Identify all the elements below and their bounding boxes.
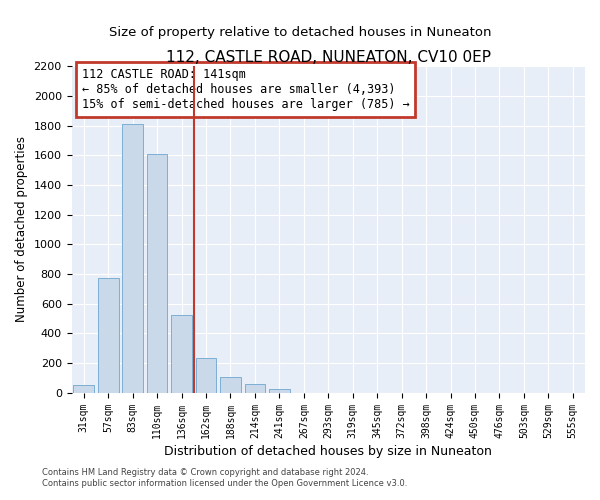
Title: 112, CASTLE ROAD, NUNEATON, CV10 0EP: 112, CASTLE ROAD, NUNEATON, CV10 0EP [166, 50, 491, 65]
X-axis label: Distribution of detached houses by size in Nuneaton: Distribution of detached houses by size … [164, 444, 492, 458]
Bar [73, 385, 94, 392]
Bar [122, 124, 143, 392]
Bar [98, 278, 119, 392]
Text: 112 CASTLE ROAD: 141sqm
← 85% of detached houses are smaller (4,393)
15% of semi: 112 CASTLE ROAD: 141sqm ← 85% of detache… [82, 68, 410, 111]
Y-axis label: Number of detached properties: Number of detached properties [15, 136, 28, 322]
Text: Size of property relative to detached houses in Nuneaton: Size of property relative to detached ho… [109, 26, 491, 39]
Bar [269, 389, 290, 392]
Bar [147, 154, 167, 392]
Bar [196, 358, 217, 392]
Bar [245, 384, 265, 392]
Bar [171, 316, 192, 392]
Text: Contains HM Land Registry data © Crown copyright and database right 2024.
Contai: Contains HM Land Registry data © Crown c… [42, 468, 407, 487]
Bar [220, 377, 241, 392]
